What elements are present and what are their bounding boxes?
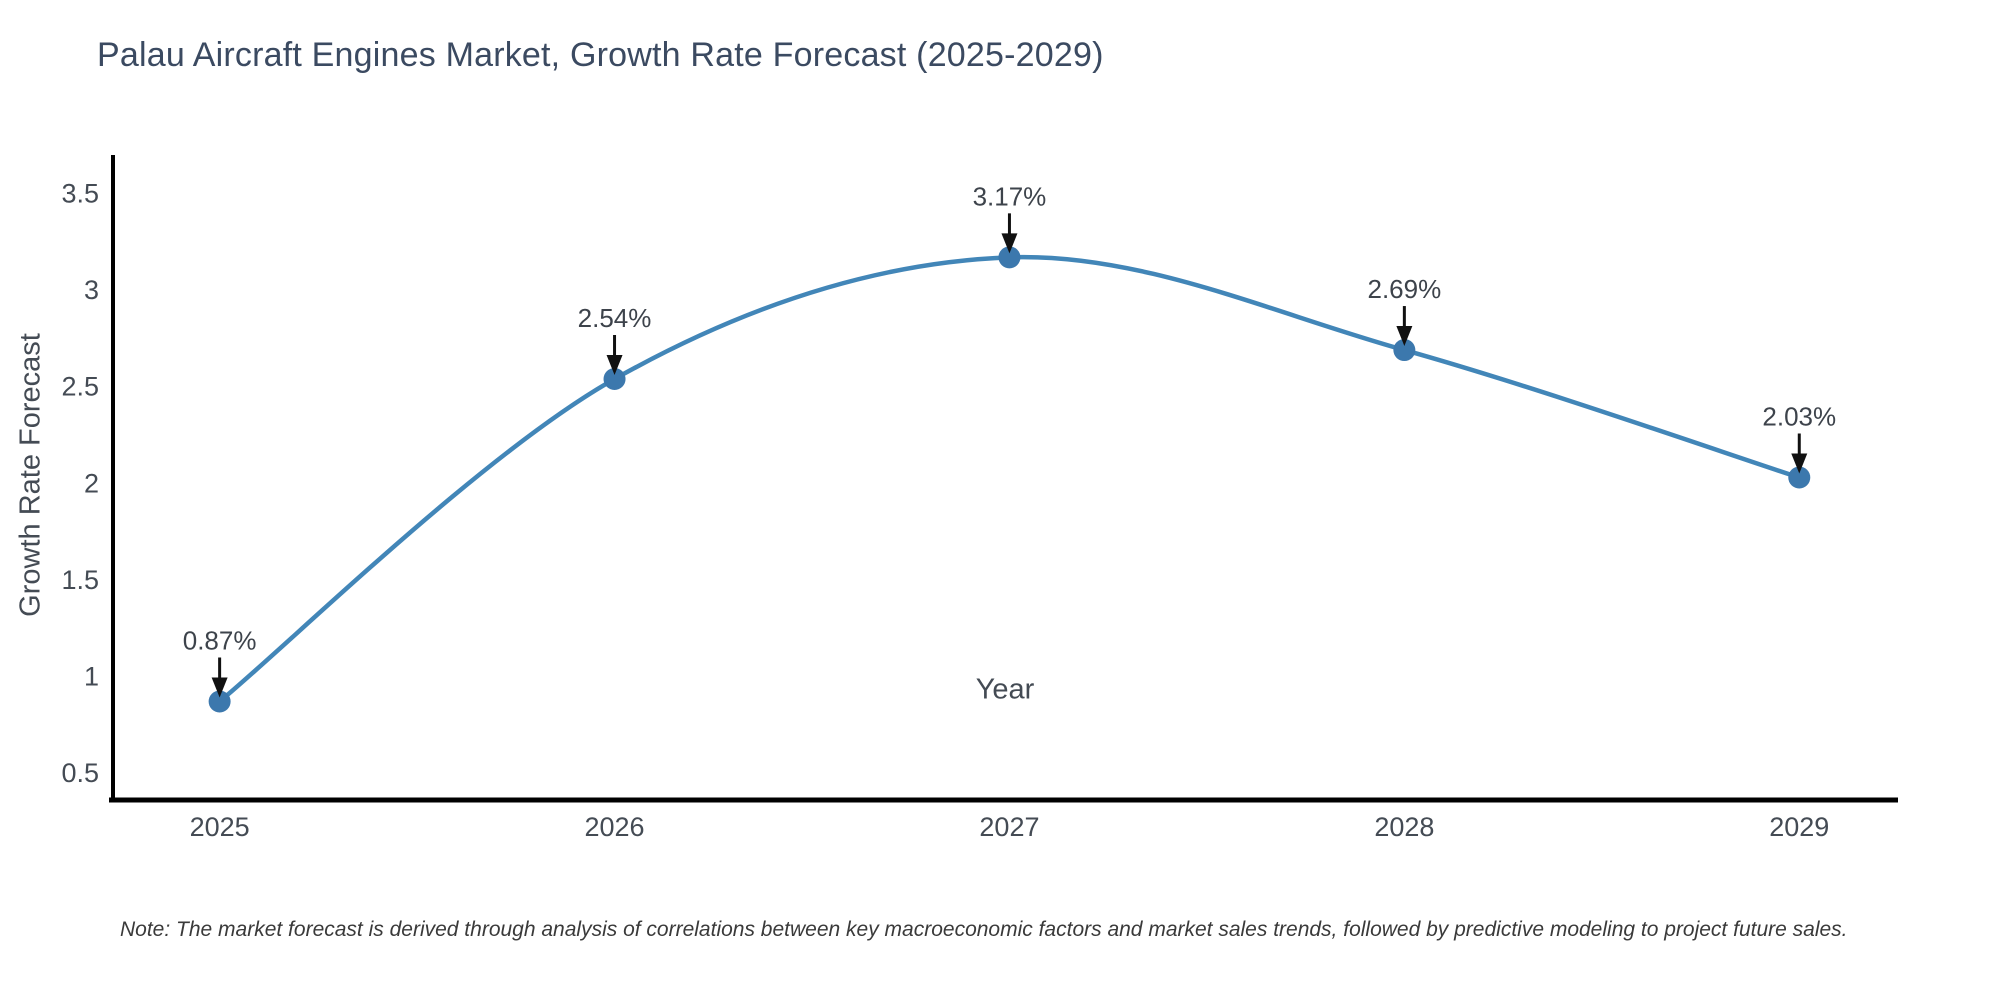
x-tick-label: 2027 [979, 812, 1039, 842]
data-point-marker[interactable] [998, 246, 1021, 269]
annotation-arrowhead [211, 677, 228, 698]
data-point-label: 3.17% [973, 181, 1047, 211]
y-tick-label: 2 [84, 468, 99, 498]
y-tick-label: 3.5 [61, 179, 99, 209]
annotation-arrowhead [1396, 326, 1413, 347]
data-point-label: 2.03% [1762, 402, 1836, 432]
data-point-label: 2.69% [1367, 274, 1441, 304]
x-axis-title: Year [975, 673, 1035, 706]
y-tick-label: 3 [84, 275, 99, 305]
data-point-label: 0.87% [183, 626, 257, 656]
data-point-label: 2.54% [578, 303, 652, 333]
x-tick-label: 2029 [1769, 812, 1829, 842]
data-point-marker[interactable] [208, 690, 231, 713]
x-tick-label: 2026 [584, 812, 644, 842]
x-tick-label: 2025 [190, 812, 250, 842]
y-tick-label: 1 [84, 661, 99, 691]
annotation-arrowhead [606, 355, 623, 376]
data-point-marker[interactable] [603, 368, 626, 391]
data-point-marker[interactable] [1393, 339, 1416, 362]
forecast-line [218, 254, 1800, 704]
x-tick-label: 2028 [1374, 812, 1434, 842]
annotation-arrowhead [1791, 453, 1808, 474]
y-tick-label: 1.5 [61, 565, 99, 595]
data-point-marker[interactable] [1788, 466, 1811, 489]
chart-title: Palau Aircraft Engines Market, Growth Ra… [97, 36, 1104, 74]
y-tick-label: 0.5 [61, 758, 99, 788]
y-tick-label: 2.5 [61, 372, 99, 402]
footnote: Note: The market forecast is derived thr… [120, 918, 1848, 941]
annotation-arrowhead [1001, 233, 1018, 254]
